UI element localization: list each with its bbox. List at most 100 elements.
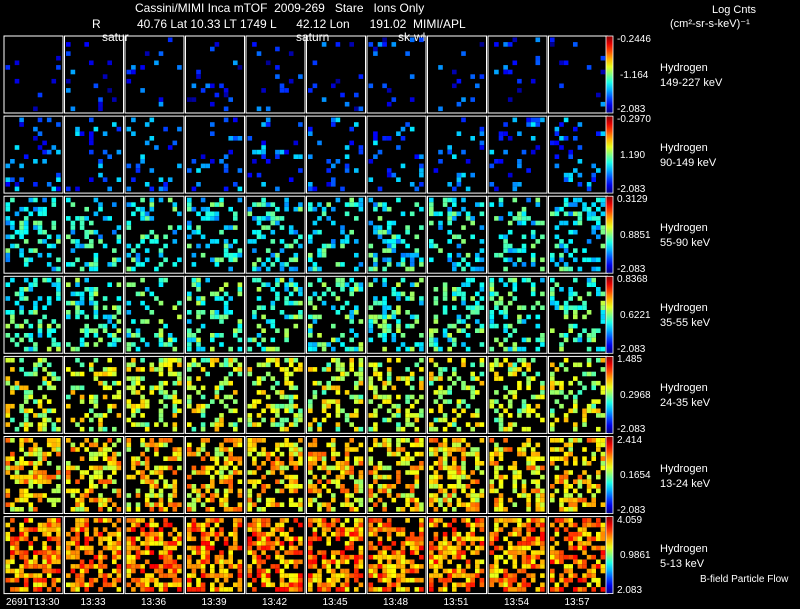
panel-r4-c7 bbox=[427, 355, 487, 434]
panel-r3-c0 bbox=[3, 275, 64, 354]
colorbar-2 bbox=[605, 195, 614, 274]
species-label-6: Hydrogen bbox=[660, 542, 708, 555]
panel-r6-c3 bbox=[185, 516, 245, 595]
panel-r0-c0 bbox=[3, 35, 64, 114]
colorbar-3 bbox=[605, 275, 614, 354]
panel-r1-c1 bbox=[64, 115, 124, 194]
colorbar-mid-1: 1.190 bbox=[620, 149, 646, 161]
colorbar-min-1: -2.083 bbox=[617, 184, 646, 196]
frame-label-3: sk-wl bbox=[398, 30, 426, 44]
panel-r4-c5 bbox=[306, 355, 366, 434]
panel-r5-c0 bbox=[3, 436, 64, 514]
colorbar-4 bbox=[605, 355, 614, 434]
panel-r1-c9 bbox=[548, 115, 608, 194]
species-label-3: Hydrogen bbox=[660, 302, 708, 315]
frame-label-2: saturn bbox=[296, 30, 330, 44]
colorbar-0 bbox=[605, 35, 614, 114]
colorbar-max-0: -0.2446 bbox=[617, 34, 651, 45]
ephemeris-line: 40.76 Lat 10.33 LT 1749 L 42.12 Lon 191.… bbox=[137, 17, 466, 31]
panel-r2-c5 bbox=[306, 195, 366, 274]
panel-r0-c7 bbox=[427, 35, 487, 114]
colorbar-5 bbox=[605, 436, 614, 514]
panel-r0-c5 bbox=[306, 35, 366, 114]
colorbar-6 bbox=[605, 516, 614, 594]
colorbar-max-2: 0.3129 bbox=[617, 194, 648, 206]
panel-r5-c6 bbox=[366, 436, 427, 514]
panel-r0-c4 bbox=[245, 35, 306, 114]
panel-r1-c4 bbox=[245, 115, 306, 194]
time-label-7: 13:51 bbox=[443, 597, 469, 608]
colorbar-max-4: 1.485 bbox=[617, 354, 643, 366]
panel-r5-c8 bbox=[487, 436, 548, 514]
time-label-1: 13:33 bbox=[80, 597, 106, 608]
panel-r5-c2 bbox=[124, 436, 185, 514]
panel-r3-c2 bbox=[124, 275, 185, 354]
species-label-4: Hydrogen bbox=[660, 382, 708, 395]
panel-r5-c9 bbox=[548, 436, 608, 514]
panel-r1-c5 bbox=[306, 115, 366, 194]
panel-r4-c6 bbox=[366, 355, 427, 434]
panel-r3-c6 bbox=[366, 275, 427, 354]
panel-r0-c2 bbox=[124, 35, 185, 114]
panel-r4-c4 bbox=[245, 355, 306, 434]
panel-r6-c9 bbox=[548, 516, 608, 595]
time-label-4: 13:42 bbox=[262, 597, 288, 608]
panel-r1-c6 bbox=[366, 115, 427, 194]
panel-r2-c1 bbox=[64, 195, 124, 274]
panel-r3-c3 bbox=[185, 275, 245, 354]
time-label-0: 2691T13:30 bbox=[6, 597, 60, 608]
panel-r3-c1 bbox=[64, 275, 124, 354]
colorbar-1 bbox=[605, 115, 614, 194]
panel-r2-c3 bbox=[185, 195, 245, 274]
panel-r1-c2 bbox=[124, 115, 185, 194]
time-label-3: 13:39 bbox=[201, 597, 227, 608]
colorbar-min-4: -2.083 bbox=[617, 424, 646, 436]
panel-r4-c2 bbox=[124, 355, 185, 434]
bfield-legend: B-field Particle Flow bbox=[700, 574, 789, 585]
colorbar-mid-2: 0.8851 bbox=[620, 229, 651, 241]
panel-r4-c1 bbox=[64, 355, 124, 434]
panel-r4-c9 bbox=[548, 355, 608, 434]
colorbar-mid-0: -1.164 bbox=[620, 69, 649, 81]
panel-r6-c8 bbox=[487, 516, 548, 595]
colorbar-min-3: -2.083 bbox=[617, 344, 646, 356]
panel-r2-c8 bbox=[487, 195, 548, 274]
panel-r6-c6 bbox=[366, 516, 427, 595]
panel-r3-c4 bbox=[245, 275, 306, 354]
panel-r5-c1 bbox=[64, 436, 124, 514]
species-label-2: Hydrogen bbox=[660, 222, 708, 235]
panel-r6-c1 bbox=[64, 516, 124, 595]
colorbar-max-3: 0.8368 bbox=[617, 274, 648, 286]
energy-range-2: 55-90 keV bbox=[660, 237, 711, 250]
time-label-9: 13:57 bbox=[564, 597, 590, 608]
energy-range-1: 90-149 keV bbox=[660, 157, 717, 170]
colorbar-max-1: -0.2970 bbox=[617, 114, 651, 126]
energy-range-6: 5-13 keV bbox=[660, 557, 705, 570]
panel-r0-c9 bbox=[548, 35, 608, 114]
energy-range-5: 13-24 keV bbox=[660, 477, 711, 490]
time-label-8: 13:54 bbox=[504, 597, 530, 608]
colorbar-min-0: -2.083 bbox=[617, 104, 646, 115]
units-subtitle: (cm²-sr-s-keV)⁻¹ bbox=[670, 18, 750, 30]
species-label-5: Hydrogen bbox=[660, 462, 708, 475]
time-label-6: 13:48 bbox=[383, 597, 409, 608]
panel-r5-c3 bbox=[185, 436, 245, 514]
panel-r4-c8 bbox=[487, 355, 548, 434]
panel-r1-c3 bbox=[185, 115, 245, 194]
panel-r1-c0 bbox=[3, 115, 64, 194]
colorbar-mid-6: 0.9861 bbox=[620, 550, 651, 562]
panel-r6-c5 bbox=[306, 516, 366, 595]
colorbar-max-6: 4.059 bbox=[617, 514, 643, 526]
panel-r0-c6 bbox=[366, 35, 427, 114]
title-line: Cassini/MIMI Inca mTOF 2009-269 Stare Io… bbox=[135, 1, 425, 15]
panel-r6-c0 bbox=[3, 516, 64, 595]
colorbar-min-5: -2.083 bbox=[617, 504, 646, 516]
panel-r6-c7 bbox=[427, 516, 487, 595]
panel-r2-c7 bbox=[427, 195, 487, 274]
panel-r3-c5 bbox=[306, 275, 366, 354]
energy-range-3: 35-55 keV bbox=[660, 317, 711, 330]
panel-r4-c3 bbox=[185, 355, 245, 434]
panel-r0-c1 bbox=[64, 35, 124, 114]
